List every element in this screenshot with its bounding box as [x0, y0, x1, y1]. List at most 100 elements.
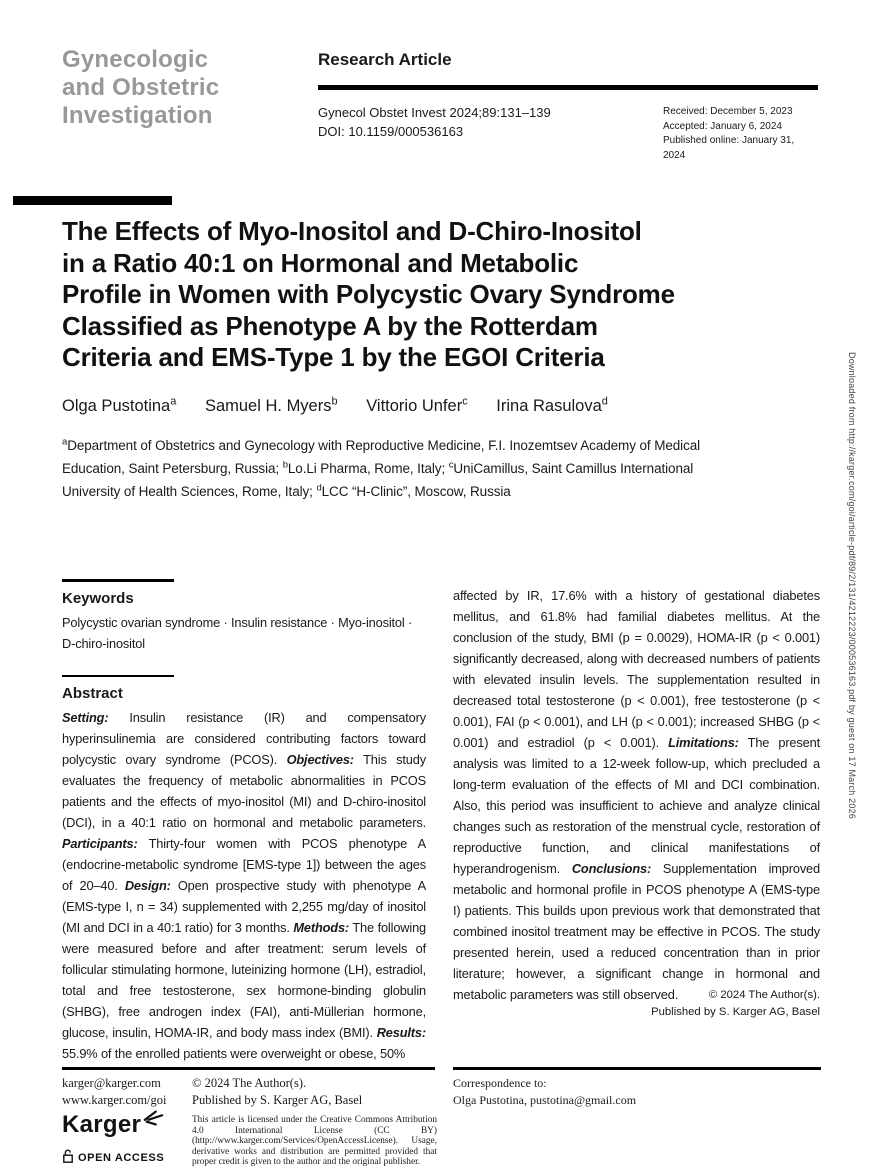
segment-label: Setting: — [62, 710, 109, 725]
author-name: Olga Pustotina — [62, 396, 171, 415]
segment-text: Open prospective study with phenotype A … — [62, 878, 426, 935]
abstract-segment: Design: Open prospective study with phen… — [62, 878, 426, 935]
title-accent-bar — [13, 196, 172, 205]
affiliation-superscript: a — [62, 436, 68, 447]
segment-text: This study evaluates the frequency of me… — [62, 752, 426, 830]
segment-label: Design: — [124, 878, 171, 893]
abstract-segment: Results: 55.9% of the enrolled patients … — [62, 1025, 426, 1061]
license-text: This article is licensed under the Creat… — [192, 1115, 437, 1168]
segment-label: Limitations: — [668, 735, 739, 750]
correspondence-contact: Olga Pustotina, pustotina@gmail.com — [453, 1093, 637, 1107]
karger-logo: Karger — [62, 1110, 164, 1138]
header-divider — [318, 85, 818, 90]
segment-label: Methods: — [293, 920, 350, 935]
published-date: Published online: January 31, 2024 — [663, 135, 795, 161]
publisher-website: www.karger.com/goi — [62, 1093, 167, 1107]
segment-text: affected by IR, 17.6% with a history of … — [453, 588, 820, 750]
abstract-left-column: Keywords Polycystic ovarian syndrome · I… — [62, 579, 426, 1064]
author-superscript: a — [170, 395, 177, 407]
footer-divider-left — [62, 1067, 435, 1070]
segment-text: Supplementation improved metabolic and h… — [453, 861, 820, 1002]
affiliation-superscript: d — [316, 482, 322, 493]
open-lock-icon — [62, 1149, 74, 1167]
abstract-right-column: affected by IR, 17.6% with a history of … — [453, 585, 820, 1020]
abstract-segment: Setting: Insulin resistance (IR) and com… — [62, 710, 426, 767]
footer-license-block: © 2024 The Author(s). Published by S. Ka… — [192, 1075, 437, 1168]
abstract-copyright: © 2024 The Author(s). — [708, 989, 820, 1001]
abstract-text-left: Setting: Insulin resistance (IR) and com… — [62, 707, 426, 1064]
correspondence-label: Correspondence to: — [453, 1076, 547, 1090]
journal-logo-line: Gynecologic — [62, 46, 209, 73]
abstract-copyright-block: © 2024 The Author(s). Published by S. Ka… — [453, 987, 820, 1020]
keywords-text: Polycystic ovarian syndrome · Insulin re… — [62, 614, 413, 651]
author-name: Vittorio Unfer — [366, 396, 463, 415]
author-superscript: b — [331, 395, 338, 407]
abstract-heading: Abstract — [62, 685, 123, 702]
affiliation: dLCC “H-Clinic”, Moscow, Russia — [316, 482, 511, 499]
abstract-segment: Participants: Thirty-four women with PCO… — [62, 836, 426, 893]
karger-wordmark: Karger — [62, 1111, 142, 1138]
author-name: Samuel H. Myers — [204, 396, 332, 415]
footer-divider-right — [453, 1067, 821, 1070]
author-superscript: d — [601, 395, 608, 407]
abstract-text-right: affected by IR, 17.6% with a history of … — [453, 585, 820, 1005]
abstract-segment: Conclusions: Supplementation improved me… — [453, 861, 820, 1002]
affiliation-superscript: b — [282, 459, 288, 470]
segment-label: Results: — [376, 1025, 426, 1040]
affiliation-superscript: c — [448, 459, 454, 470]
open-access-badge: OPEN ACCESS — [62, 1149, 164, 1167]
title-line: in a Ratio 40:1 on Hormonal and Metaboli… — [62, 247, 579, 278]
publisher-email: karger@karger.com — [62, 1076, 161, 1090]
dates-block: Received: December 5, 2023 Accepted: Jan… — [663, 105, 818, 163]
affiliation-text: LCC “H-Clinic”, Moscow, Russia — [321, 483, 511, 499]
segment-text: 55.9% of the enrolled patients were over… — [62, 1046, 406, 1061]
doi-line: DOI: 10.1159/000536163 — [318, 123, 464, 139]
article-type-label: Research Article — [318, 50, 452, 69]
journal-logo-line: Investigation — [62, 102, 213, 129]
journal-logo-line: and Obstetric — [62, 74, 220, 101]
download-watermark: Downloaded from http://karger.com/goi/ar… — [847, 352, 857, 819]
keywords-heading: Keywords — [62, 589, 134, 607]
segment-text: Thirty-four women with PCOS phenotype A … — [62, 836, 426, 893]
abstract-segment: Limitations: The present analysis was li… — [453, 735, 820, 876]
article-header: Research Article Gynecol Obstet Invest 2… — [318, 50, 818, 161]
abstract-publisher: Published by S. Karger AG, Basel — [651, 1005, 820, 1018]
affiliation-text: Lo.Li Pharma, Rome, Italy; — [287, 460, 449, 476]
affiliation: cUniCamillus, Saint Camillus Internation… — [62, 459, 694, 499]
abstract-segment: Objectives: This study evaluates the fre… — [62, 752, 426, 830]
footer-contact-block: karger@karger.com www.karger.com/goi — [62, 1075, 167, 1109]
footer-publisher: Published by S. Karger AG, Basel — [192, 1093, 363, 1107]
title-line: Profile in Women with Polycystic Ovary S… — [62, 279, 675, 309]
accepted-date: Accepted: January 6, 2024 — [663, 120, 782, 132]
open-access-label: OPEN ACCESS — [78, 1152, 165, 1164]
author: Samuel H. Myersb — [204, 395, 338, 415]
affiliation: aDepartment of Obstetrics and Gynecology… — [62, 436, 701, 476]
abstract-segment: affected by IR, 17.6% with a history of … — [453, 588, 820, 750]
citation-line: Gynecol Obstet Invest 2024;89:131–139 — [318, 104, 551, 120]
citation-block: Gynecol Obstet Invest 2024;89:131–139 DO… — [318, 103, 818, 141]
author: Vittorio Unferc — [366, 395, 468, 415]
author: Olga Pustotinaa — [62, 395, 177, 415]
karger-logo-mark-icon — [142, 1108, 164, 1133]
footer-copyright: © 2024 The Author(s). — [192, 1076, 307, 1090]
author-name: Irina Rasulova — [496, 396, 602, 415]
abstract-segment: Methods: The following were measured bef… — [62, 920, 426, 1040]
segment-text: The following were measured before and a… — [62, 920, 427, 1040]
received-date: Received: December 5, 2023 — [663, 106, 793, 117]
affiliation-text: Department of Obstetrics and Gynecology … — [62, 437, 701, 476]
segment-text: Insulin resistance (IR) and compensatory… — [62, 710, 426, 767]
abstract-divider — [62, 674, 174, 677]
affiliations: aDepartment of Obstetrics and Gynecology… — [62, 432, 754, 501]
correspondence-block: Correspondence to: Olga Pustotina, pusto… — [453, 1075, 636, 1109]
title-line: The Effects of Myo-Inositol and D-Chiro-… — [62, 216, 642, 246]
segment-text: The present analysis was limited to a 12… — [453, 735, 820, 876]
journal-logo: Gynecologic and Obstetric Investigation — [62, 46, 219, 130]
authors-list: Olga Pustotinaa Samuel H. Myersb Vittori… — [62, 395, 632, 416]
title-line: Criteria and EMS-Type 1 by the EGOI Crit… — [62, 342, 605, 372]
affiliation: bLo.Li Pharma, Rome, Italy; — [282, 459, 449, 476]
affiliation-text: UniCamillus, Saint Camillus Internationa… — [62, 460, 694, 499]
segment-label: Participants: — [62, 836, 138, 851]
author: Irina Rasulovad — [496, 395, 608, 415]
title-line: Classified as Phenotype A by the Rotterd… — [62, 310, 598, 341]
